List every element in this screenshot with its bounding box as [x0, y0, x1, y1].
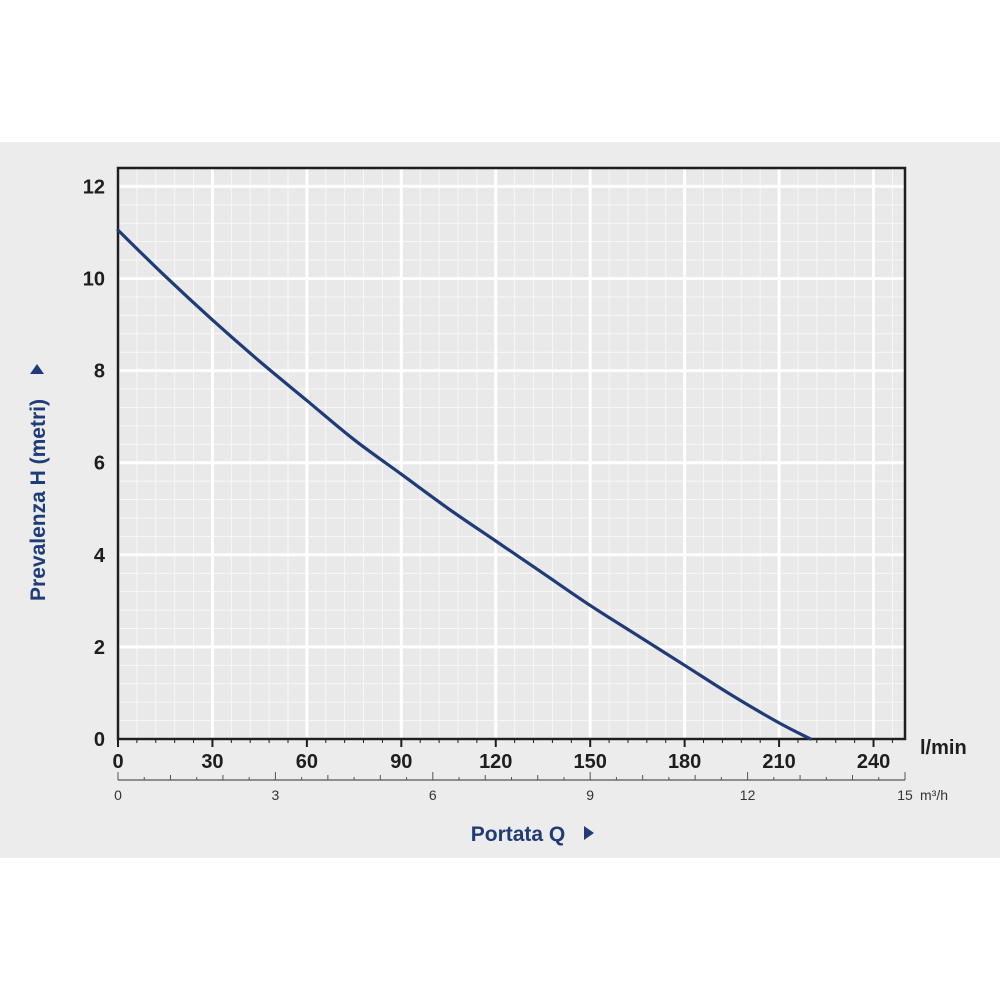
x-tick-label: 150 [574, 751, 607, 773]
y-tick-label: 0 [94, 729, 105, 751]
y-tick-label: 4 [94, 545, 106, 567]
plot-background [118, 168, 905, 739]
x-axis-title-group: Portata Q [471, 823, 594, 846]
y-axis-title-arrow-icon [30, 364, 44, 374]
y-tick-label: 2 [94, 637, 105, 659]
y-tick-labels: 0 2 4 6 8 10 12 [83, 176, 106, 751]
x-tick-label: 0 [112, 751, 123, 773]
x2-unit-label: m³/h [920, 787, 948, 803]
y-tick-label: 10 [83, 269, 105, 291]
x-tick-label: 30 [201, 751, 223, 773]
x-tick-label: 210 [762, 751, 795, 773]
y-axis-title: Prevalenza H (metri) [27, 399, 50, 601]
chart-panel: 0 2 4 6 8 10 12 0 30 60 90 120 150 180 210 240 0 3 6 9 12 1… [0, 142, 1000, 858]
y-tick-label: 12 [83, 176, 105, 198]
secondary-x-axis: 0 3 6 9 12 15 [114, 772, 913, 803]
x-unit-label: l/min [920, 737, 967, 759]
chart-svg: 0 2 4 6 8 10 12 0 30 60 90 120 150 180 210 240 0 3 6 9 12 1… [27, 166, 967, 846]
x-axis-title-arrow-icon [584, 826, 594, 840]
frame-layer [116, 166, 907, 747]
x2-tick-label: 0 [114, 787, 122, 803]
y-tick-label: 8 [94, 361, 105, 383]
x-axis-title: Portata Q [471, 823, 566, 846]
x-tick-label: 240 [857, 751, 890, 773]
x-tick-label: 90 [390, 751, 412, 773]
x-tick-label: 180 [668, 751, 701, 773]
x-tick-label: 60 [296, 751, 318, 773]
performance-curve [116, 228, 813, 741]
x-tick-labels: 0 30 60 90 120 150 180 210 240 [112, 751, 890, 773]
x2-tick-label: 15 [897, 787, 913, 803]
x2-tick-label: 9 [586, 787, 594, 803]
x-tick-label: 120 [479, 751, 512, 773]
x2-tick-label: 3 [272, 787, 280, 803]
y-axis-title-group: Prevalenza H (metri) [27, 364, 50, 601]
grid-layer [116, 167, 905, 741]
x2-tick-label: 12 [740, 787, 756, 803]
x2-tick-label: 6 [429, 787, 437, 803]
plot-frame [116, 166, 907, 741]
curve-layer [116, 228, 813, 741]
y-tick-label: 6 [94, 453, 105, 475]
